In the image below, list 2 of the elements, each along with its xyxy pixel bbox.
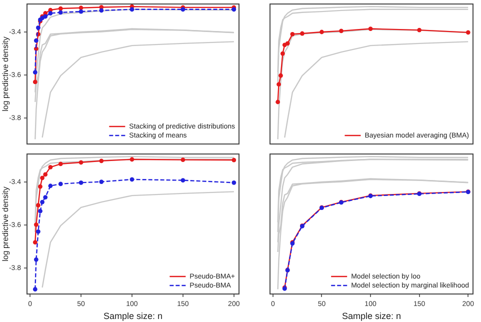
x-axis-title: Sample size: n bbox=[342, 311, 402, 322]
x-axis-title: Sample size: n bbox=[103, 311, 163, 322]
